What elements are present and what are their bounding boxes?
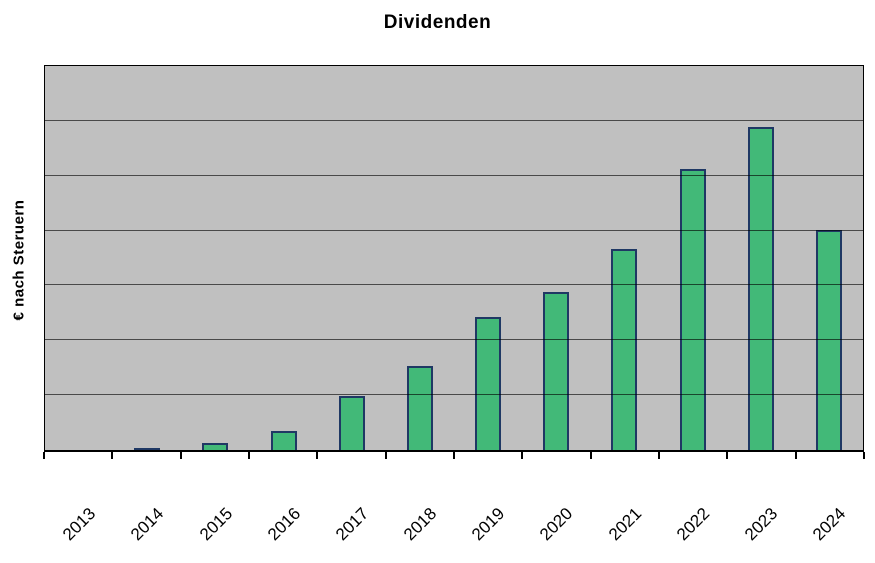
bar-2023 <box>747 127 774 450</box>
bar-2021 <box>611 248 638 450</box>
x-axis-label-2021: 2021 <box>604 504 645 545</box>
x-axis-label-2023: 2023 <box>741 504 782 545</box>
x-axis-tick <box>453 452 455 459</box>
x-axis-label-2020: 2020 <box>536 504 577 545</box>
x-axis-tick <box>111 452 114 459</box>
x-axis-label-2016: 2016 <box>263 504 305 545</box>
bar-2016 <box>270 430 297 450</box>
y-gridline <box>45 284 863 286</box>
bar-2015 <box>202 443 229 450</box>
y-axis-title: € nach Steruern <box>10 199 28 321</box>
x-axis-label-2022: 2022 <box>672 504 714 545</box>
x-axis-tick <box>43 452 45 459</box>
x-axis-tick <box>521 452 524 459</box>
y-gridline <box>45 229 863 231</box>
chart-title: Dividenden <box>383 12 492 33</box>
x-axis-tick <box>179 452 182 459</box>
y-gridline <box>45 339 863 341</box>
bar-2022 <box>679 169 706 450</box>
x-axis-label-2018: 2018 <box>400 504 441 545</box>
x-axis-tick <box>589 452 592 459</box>
x-axis-tick <box>248 452 250 459</box>
x-axis-label-2015: 2015 <box>195 504 236 545</box>
y-gridline <box>45 119 863 121</box>
bar-2018 <box>406 365 433 450</box>
y-gridline <box>45 174 863 176</box>
bar-2014 <box>134 447 161 450</box>
y-gridline <box>45 394 863 396</box>
x-axis-tick <box>794 452 797 459</box>
plot-area <box>44 65 864 452</box>
bar-2019 <box>475 317 502 450</box>
x-axis-tick <box>658 452 660 459</box>
x-axis-label-2013: 2013 <box>59 504 100 545</box>
x-axis-tick <box>316 452 319 459</box>
x-axis-tick <box>863 452 865 459</box>
x-axis-tick <box>384 452 387 459</box>
bar-2020 <box>543 292 570 450</box>
x-axis-label-2017: 2017 <box>332 504 373 545</box>
x-axis-label-2019: 2019 <box>468 504 509 545</box>
x-axis-label-2014: 2014 <box>127 504 168 545</box>
x-axis-tick <box>726 452 729 459</box>
x-axis-label-2024: 2024 <box>809 504 850 545</box>
bar-2017 <box>338 396 365 450</box>
